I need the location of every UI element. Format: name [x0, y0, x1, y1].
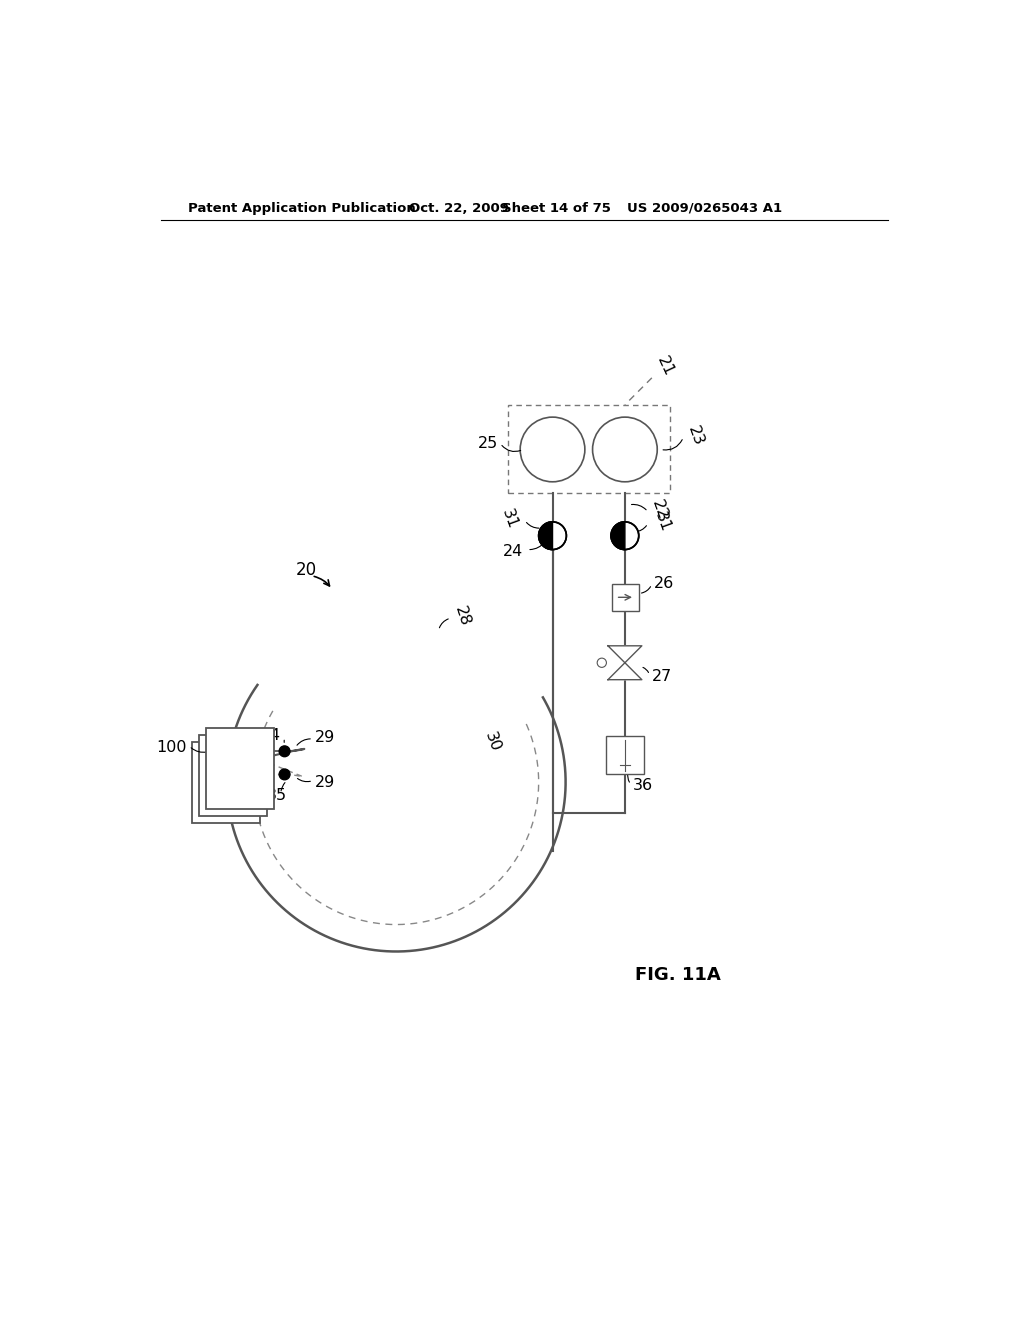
Text: 23: 23	[685, 424, 706, 447]
Circle shape	[611, 521, 639, 549]
Circle shape	[280, 770, 290, 780]
Circle shape	[520, 417, 585, 482]
Text: 20: 20	[296, 561, 317, 579]
Text: 31: 31	[499, 507, 520, 531]
Bar	[199, 735, 267, 816]
Text: US 2009/0265043 A1: US 2009/0265043 A1	[628, 202, 782, 215]
Text: 28: 28	[453, 605, 473, 628]
Text: 29: 29	[315, 730, 336, 744]
Bar	[206, 729, 273, 809]
Text: 30: 30	[481, 730, 503, 754]
Text: 29: 29	[315, 775, 336, 789]
Text: 100: 100	[157, 741, 186, 755]
Polygon shape	[611, 521, 625, 549]
Text: 22: 22	[649, 498, 671, 523]
Text: 25: 25	[478, 436, 499, 451]
Circle shape	[597, 659, 606, 668]
Text: 24: 24	[503, 544, 523, 558]
Text: 36: 36	[633, 779, 652, 793]
Text: 34: 34	[260, 729, 281, 743]
Text: Sheet 14 of 75: Sheet 14 of 75	[502, 202, 610, 215]
Bar	[193, 742, 260, 822]
Circle shape	[593, 417, 657, 482]
Text: FIG. 11A: FIG. 11A	[635, 966, 721, 983]
Bar	[508, 405, 670, 494]
Text: 26: 26	[654, 576, 675, 591]
Circle shape	[280, 746, 290, 756]
Polygon shape	[608, 645, 642, 663]
Text: 35: 35	[267, 788, 287, 804]
Text: 27: 27	[652, 669, 672, 684]
Polygon shape	[539, 521, 553, 549]
Text: Patent Application Publication: Patent Application Publication	[188, 202, 416, 215]
Bar	[605, 737, 644, 775]
Text: 21: 21	[654, 354, 677, 379]
Bar	[611, 585, 639, 611]
Text: 31: 31	[652, 510, 673, 533]
Text: Oct. 22, 2009: Oct. 22, 2009	[410, 202, 509, 215]
Polygon shape	[608, 663, 642, 680]
Circle shape	[539, 521, 566, 549]
